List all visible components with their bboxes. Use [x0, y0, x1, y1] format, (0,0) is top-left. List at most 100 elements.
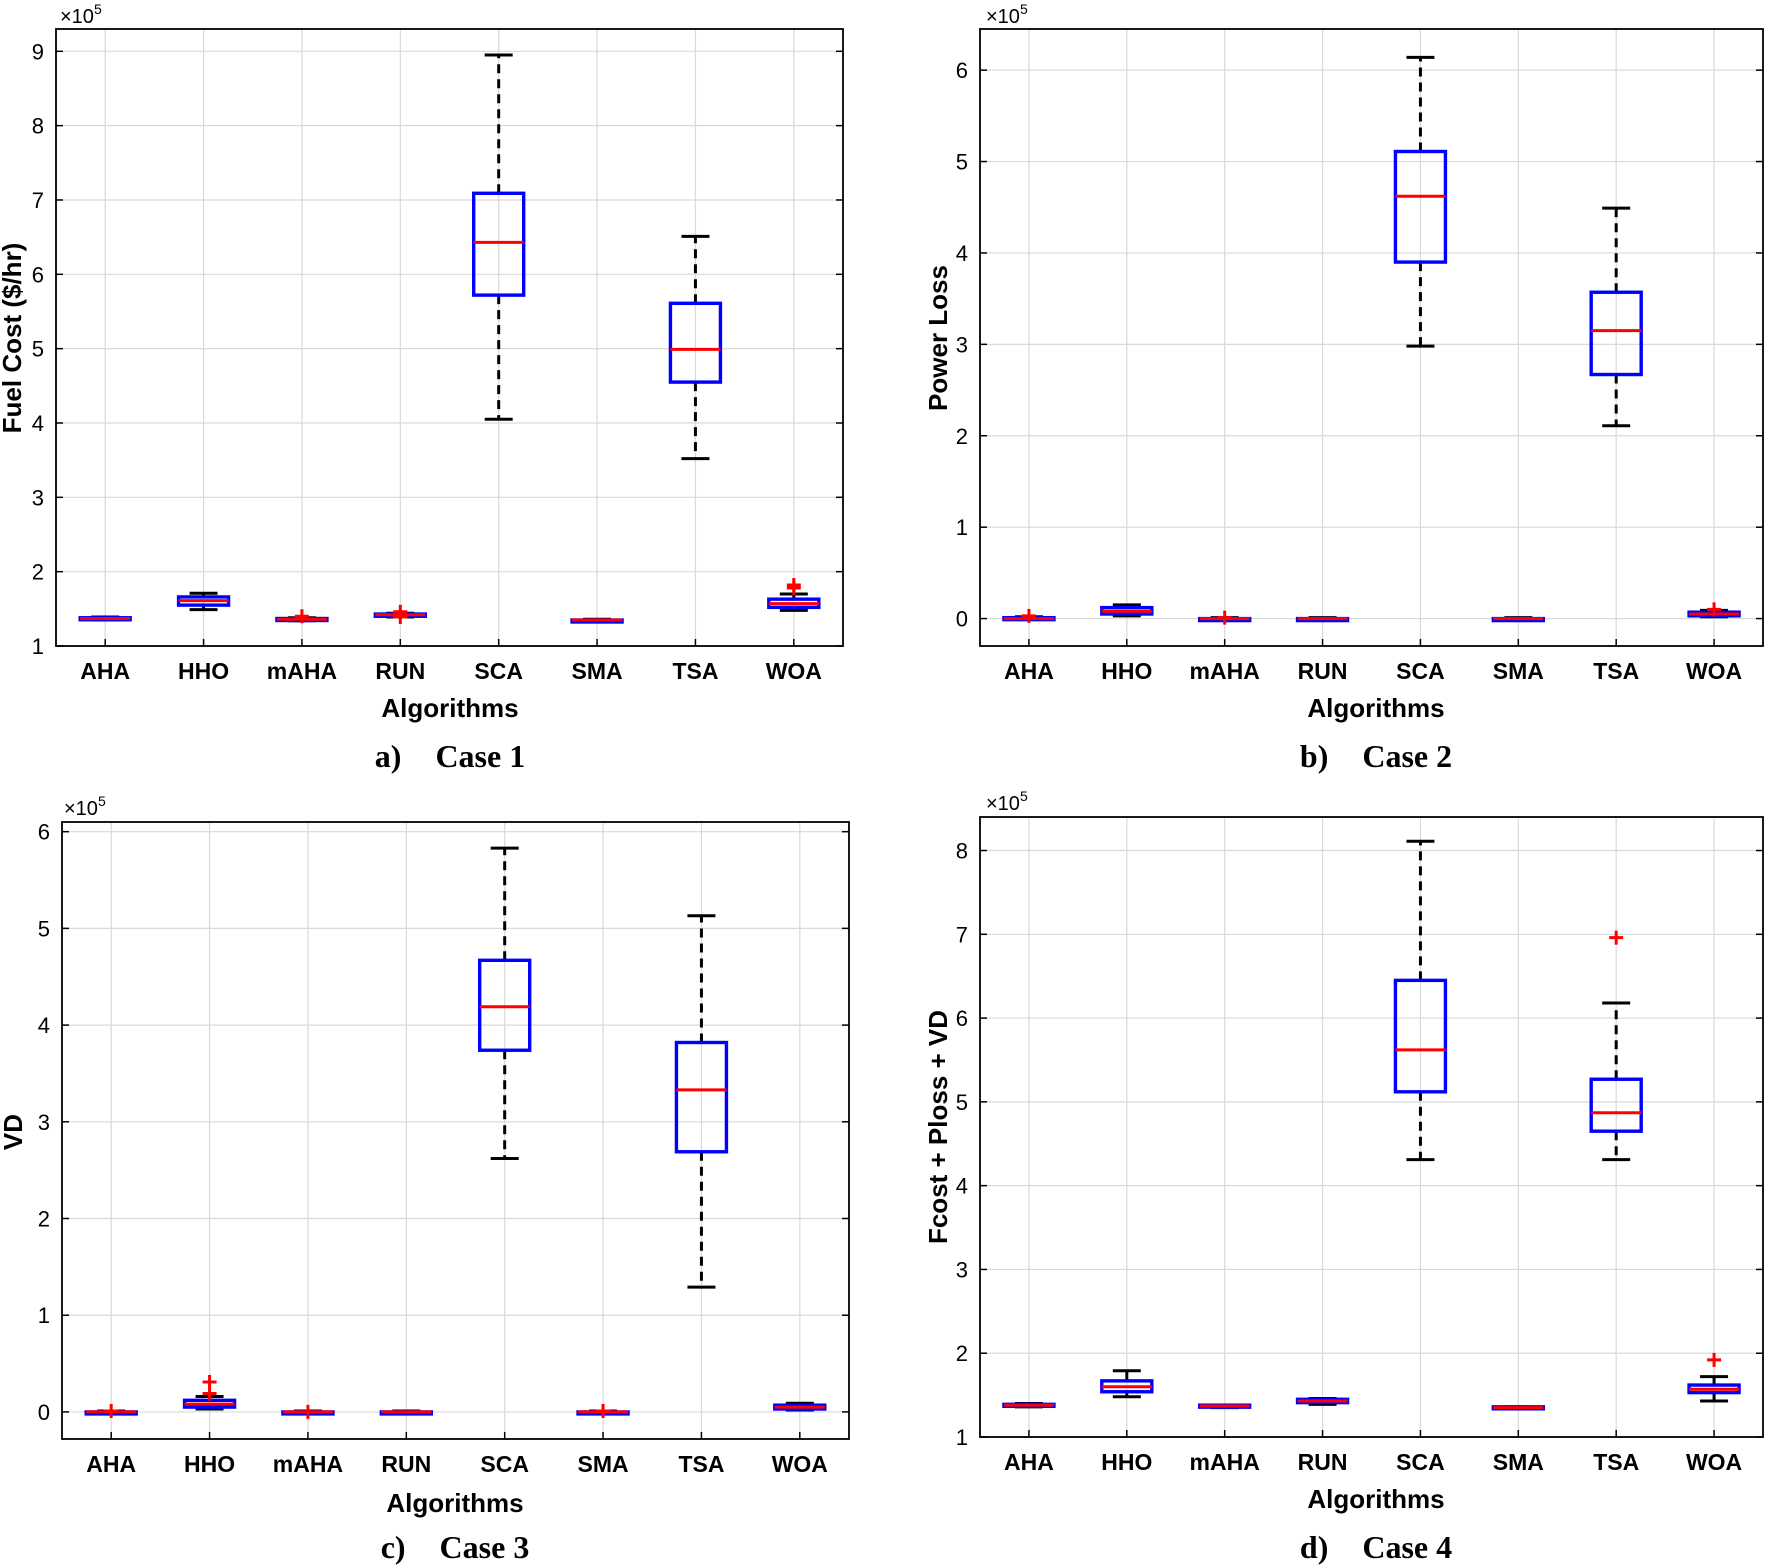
panel-d-box-woa	[1687, 1352, 1741, 1403]
panel-b-y-ticks: 0 1 2 3 4 5 6	[956, 58, 1763, 632]
panel-c-y-axis-label: VD	[0, 1114, 28, 1150]
panel-d-caption: d) Case 4	[1300, 1529, 1452, 1565]
panel-c-x-tick-label: SMA	[578, 1451, 629, 1477]
panel-c-x-tick-label: TSA	[678, 1451, 724, 1477]
box-outlier	[1609, 930, 1624, 945]
box-outlier	[786, 578, 801, 593]
panel-a-y-multiplier: ×105	[60, 1, 102, 28]
panel-a-x-axis-label: Algorithms	[381, 693, 518, 723]
panel-c-x-axis-label: Algorithms	[386, 1488, 523, 1518]
panel-b-box-sma	[1491, 616, 1546, 623]
panel-a-x-tick-label: AHA	[80, 658, 130, 684]
panel-a-x-tick-label: RUN	[375, 658, 425, 684]
panel-a-box-sma	[570, 617, 624, 624]
panel-d-y-tick-label: 6	[956, 1006, 968, 1031]
panel-d-x-tick-label: TSA	[1593, 1449, 1639, 1475]
panel-d-y-tick-label: 7	[956, 922, 968, 947]
panel-c-y-tick-label: 5	[38, 916, 50, 941]
panel-c-caption-title: Case 3	[440, 1529, 530, 1565]
panel-a-y-tick-label: 9	[32, 39, 44, 64]
panel-c-boxes	[84, 846, 827, 1419]
box-iqr	[1589, 1077, 1643, 1133]
panel-a-y-tick-label: 6	[32, 262, 44, 287]
panel-d-x-tick-label: mAHA	[1190, 1449, 1260, 1475]
panel-a-caption-title: Case 1	[435, 738, 525, 774]
box-iqr	[668, 301, 723, 384]
panel-a-caption: a) Case 1	[375, 738, 525, 774]
panel-d-x-axis-label: Algorithms	[1307, 1484, 1444, 1514]
panel-d-box-run	[1295, 1396, 1350, 1406]
panel-d-box-hho	[1100, 1369, 1154, 1399]
panel-c-box-sma	[576, 1403, 630, 1418]
panel-a-y-tick-label: 7	[32, 188, 44, 213]
panel-a-box-aha	[78, 615, 132, 622]
panel-a-x-tick-label: WOA	[766, 658, 822, 684]
panel-a-x-tick-label: mAHA	[267, 658, 337, 684]
panel-a-box-hho	[176, 591, 231, 612]
panel-c-y-tick-label: 4	[38, 1013, 50, 1038]
panel-b-caption-title: Case 2	[1362, 738, 1452, 774]
panel-d-y-axis-label: Fcost + Ploss + VD	[923, 1010, 953, 1244]
panel-b-y-tick-label: 0	[956, 607, 968, 632]
panel-c-x-tick-label: SCA	[480, 1451, 529, 1477]
panel-c-caption-label: c)	[381, 1529, 406, 1565]
panel-c-x-tick-label: AHA	[86, 1451, 136, 1477]
panel-d-box-sma	[1491, 1405, 1546, 1411]
panel-c-caption: c) Case 3	[381, 1529, 530, 1565]
box-outlier	[596, 1403, 611, 1418]
panel-a-box-sca	[471, 53, 526, 421]
panel-d-axes-frame	[979, 816, 1764, 1438]
panel-b-y-tick-label: 6	[956, 58, 968, 83]
panel-a-caption-label: a)	[375, 738, 402, 774]
panel-d-x-ticks: AHA HHO mAHA RUN SCA SMA TSA WOA	[1004, 1430, 1742, 1475]
panel-c-x-tick-label: RUN	[381, 1451, 431, 1477]
panel-d-box-maha	[1197, 1403, 1252, 1410]
panel-b-box-tsa	[1589, 206, 1643, 428]
box-outlier	[393, 610, 408, 625]
panel-a-y-axis-label: Fuel Cost ($/hr)	[0, 243, 27, 434]
panel-c-x-ticks: AHA HHO mAHA RUN SCA SMA TSA WOA	[86, 1432, 828, 1477]
panel-b-y-tick-label: 2	[956, 424, 968, 449]
panel-a-x-tick-label: TSA	[672, 658, 718, 684]
panel-a-boxes	[78, 53, 821, 625]
panel-a-box-tsa	[668, 234, 723, 461]
panel-b-box-maha	[1197, 610, 1252, 625]
panel-d-y-tick-label: 5	[956, 1090, 968, 1115]
panel-c-y-ticks: 0 1 2 3 4 5 6	[38, 820, 849, 1425]
panel-b-x-tick-label: AHA	[1004, 658, 1054, 684]
panel-b-box-run	[1295, 616, 1350, 623]
panel-a-box-woa	[767, 578, 821, 612]
panel-c-grid	[62, 822, 849, 1439]
panel-a-y-tick-label: 4	[32, 411, 44, 436]
panel-b-boxes	[1002, 55, 1741, 625]
box-outlier	[1021, 608, 1036, 623]
panel-d-box-sca	[1393, 839, 1448, 1162]
box-outlier	[1707, 1352, 1722, 1367]
panel-c-y-tick-label: 2	[38, 1207, 50, 1232]
panel-b-x-ticks: AHA HHO mAHA RUN SCA SMA TSA WOA	[1004, 639, 1742, 684]
panel-d-y-tick-label: 8	[956, 839, 968, 864]
box-outlier	[294, 609, 309, 624]
panel-d-y-tick-label: 1	[956, 1425, 968, 1450]
panel-c-y-tick-label: 1	[38, 1303, 50, 1328]
panel-a-y-tick-label: 1	[32, 634, 44, 659]
panel-d-y-multiplier: ×105	[986, 788, 1028, 815]
box-outlier	[300, 1404, 315, 1419]
panel-b-grid	[980, 29, 1763, 646]
panel-b-y-axis-label: Power Loss	[923, 265, 953, 411]
panel-a-box-maha	[275, 609, 329, 624]
box-iqr	[1393, 149, 1448, 264]
panel-c-box-maha	[281, 1404, 335, 1419]
panel-d-x-tick-label: AHA	[1004, 1449, 1054, 1475]
panel-b-x-tick-label: WOA	[1686, 658, 1742, 684]
panel-d-y-tick-label: 3	[956, 1257, 968, 1282]
panel-a-grid	[56, 29, 843, 647]
panel-b-y-tick-label: 1	[956, 515, 968, 540]
panel-a-y-tick-label: 8	[32, 114, 44, 139]
panel-d-caption-title: Case 4	[1362, 1529, 1452, 1565]
panel-b-box-aha	[1002, 608, 1056, 623]
panel-a-axes-frame	[55, 28, 844, 647]
panel-d-box-tsa	[1589, 930, 1643, 1162]
